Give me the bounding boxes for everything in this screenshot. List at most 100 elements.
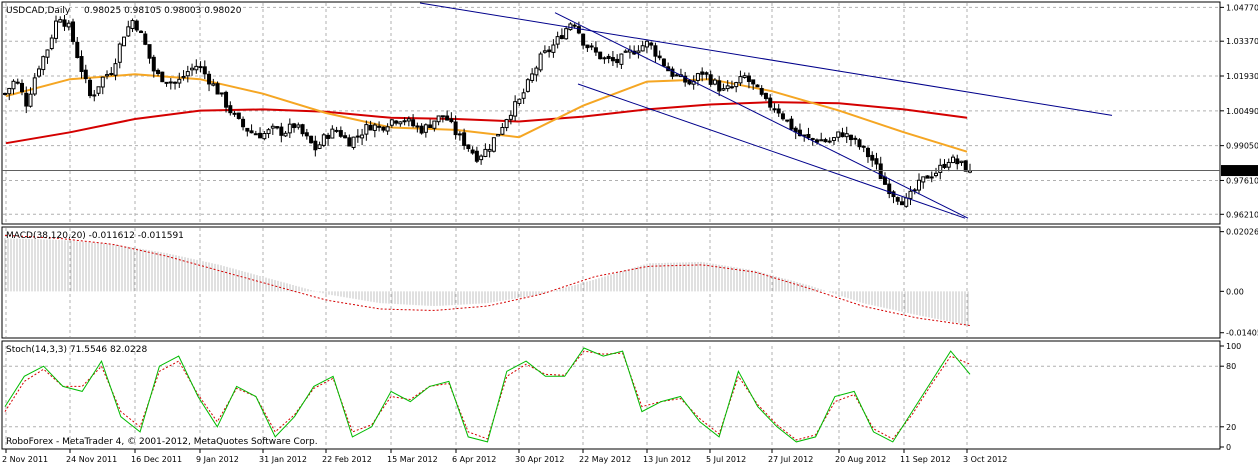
candle-body	[54, 20, 59, 39]
candle-body	[440, 115, 445, 118]
time-axis: 2 Nov 2011 24 Nov 2011 16 Dec 2011 9 Jan 20…	[2, 449, 1007, 464]
time-axis-label: 2 Nov 2011	[2, 455, 48, 464]
candle-body	[432, 120, 437, 129]
candle-body	[929, 176, 934, 179]
candle-body	[96, 86, 101, 94]
candle-body	[585, 44, 590, 49]
channel-line-upper-b	[554, 12, 969, 219]
candle-body	[334, 129, 339, 132]
candle-body	[236, 112, 241, 119]
macd-panel-frame	[1, 226, 1221, 339]
axis-tick-label: 80	[1226, 362, 1236, 371]
candle-body	[232, 112, 237, 115]
time-axis-label: 22 Feb 2012	[322, 455, 372, 464]
candle-body	[364, 124, 369, 135]
candle-body	[555, 36, 560, 45]
axis-tick-label: 0	[1226, 443, 1231, 452]
candle-body	[814, 139, 819, 143]
candle-body	[449, 118, 454, 123]
candle-body	[207, 73, 212, 85]
candle-body	[317, 144, 322, 149]
candle-body	[41, 56, 46, 71]
fast-moving-average	[5, 73, 968, 153]
candle-body	[513, 101, 518, 117]
candle-body	[66, 22, 71, 28]
time-axis-label: 30 Apr 2012	[515, 455, 564, 464]
candle-body	[551, 44, 556, 53]
candle-body	[287, 123, 292, 134]
candle-body	[504, 119, 509, 129]
candle-body	[279, 126, 284, 136]
slow-moving-average	[5, 101, 968, 145]
candle-body	[283, 132, 288, 137]
candle-body	[262, 133, 267, 140]
candle-body	[190, 67, 195, 71]
axis-tick-label: 0.02026	[1226, 228, 1258, 237]
candle-body	[168, 81, 173, 84]
candle-body	[912, 189, 917, 192]
candle-body	[840, 132, 845, 138]
time-axis-label: 24 Nov 2011	[66, 455, 117, 464]
stoch-axis: 100 80 20 0	[1220, 342, 1241, 452]
candle-body	[895, 197, 900, 202]
candle-body	[296, 124, 301, 128]
candle-body	[62, 19, 67, 27]
candle-body	[874, 158, 879, 165]
axis-tick-label: 100	[1226, 342, 1241, 351]
candle-body	[343, 135, 348, 139]
candle-body	[857, 139, 862, 148]
candle-body	[139, 30, 144, 34]
candle-body	[763, 92, 768, 100]
time-axis-label: 31 Jan 2012	[259, 455, 307, 464]
candle-body	[147, 44, 152, 59]
candle-body	[810, 138, 815, 141]
candle-body	[700, 71, 705, 75]
candle-body	[559, 35, 564, 40]
axis-tick-label: 1.00490	[1226, 107, 1258, 116]
candle-body	[381, 126, 386, 131]
candle-body	[7, 87, 12, 95]
candle-body	[538, 53, 543, 71]
candle-body	[725, 85, 730, 90]
stoch-signal-line	[4, 350, 971, 441]
candle-body	[122, 36, 127, 47]
candle-body	[45, 49, 50, 58]
candle-body	[326, 134, 331, 139]
candle-body	[963, 160, 968, 172]
candle-body	[351, 136, 356, 148]
price-panel-ohlc: 0.98025 0.98105 0.98003 0.98020	[84, 6, 242, 16]
candle-body	[355, 135, 360, 138]
axis-tick-label: -0.01405	[1226, 329, 1258, 338]
candle-body	[865, 147, 870, 158]
candle-body	[406, 118, 411, 122]
candle-body	[117, 43, 122, 63]
axis-tick-label: 1.01930	[1226, 72, 1258, 81]
candle-body	[457, 133, 462, 136]
time-axis-label: 11 Sep 2012	[900, 455, 951, 464]
candle-body	[198, 66, 203, 69]
candle-body	[398, 121, 403, 125]
candle-body	[360, 134, 365, 139]
candle-body	[870, 154, 875, 161]
candle-body	[734, 82, 739, 88]
time-axis-label: 20 Aug 2012	[835, 455, 886, 464]
candle-body	[411, 119, 416, 127]
stoch-panel-frame	[1, 340, 1221, 450]
candle-body	[105, 74, 110, 77]
candle-body	[304, 132, 309, 137]
candle-body	[950, 156, 955, 164]
candle-body	[925, 175, 930, 179]
candle-body	[908, 190, 913, 199]
candle-body	[819, 139, 824, 142]
candle-body	[938, 164, 943, 173]
candle-body	[258, 132, 263, 139]
candle-body	[143, 33, 148, 45]
candle-body	[445, 115, 450, 121]
candle-body	[266, 129, 271, 135]
candle-body	[721, 88, 726, 91]
candle-body	[470, 149, 475, 154]
candle-body	[20, 82, 25, 93]
candle-body	[836, 131, 841, 138]
